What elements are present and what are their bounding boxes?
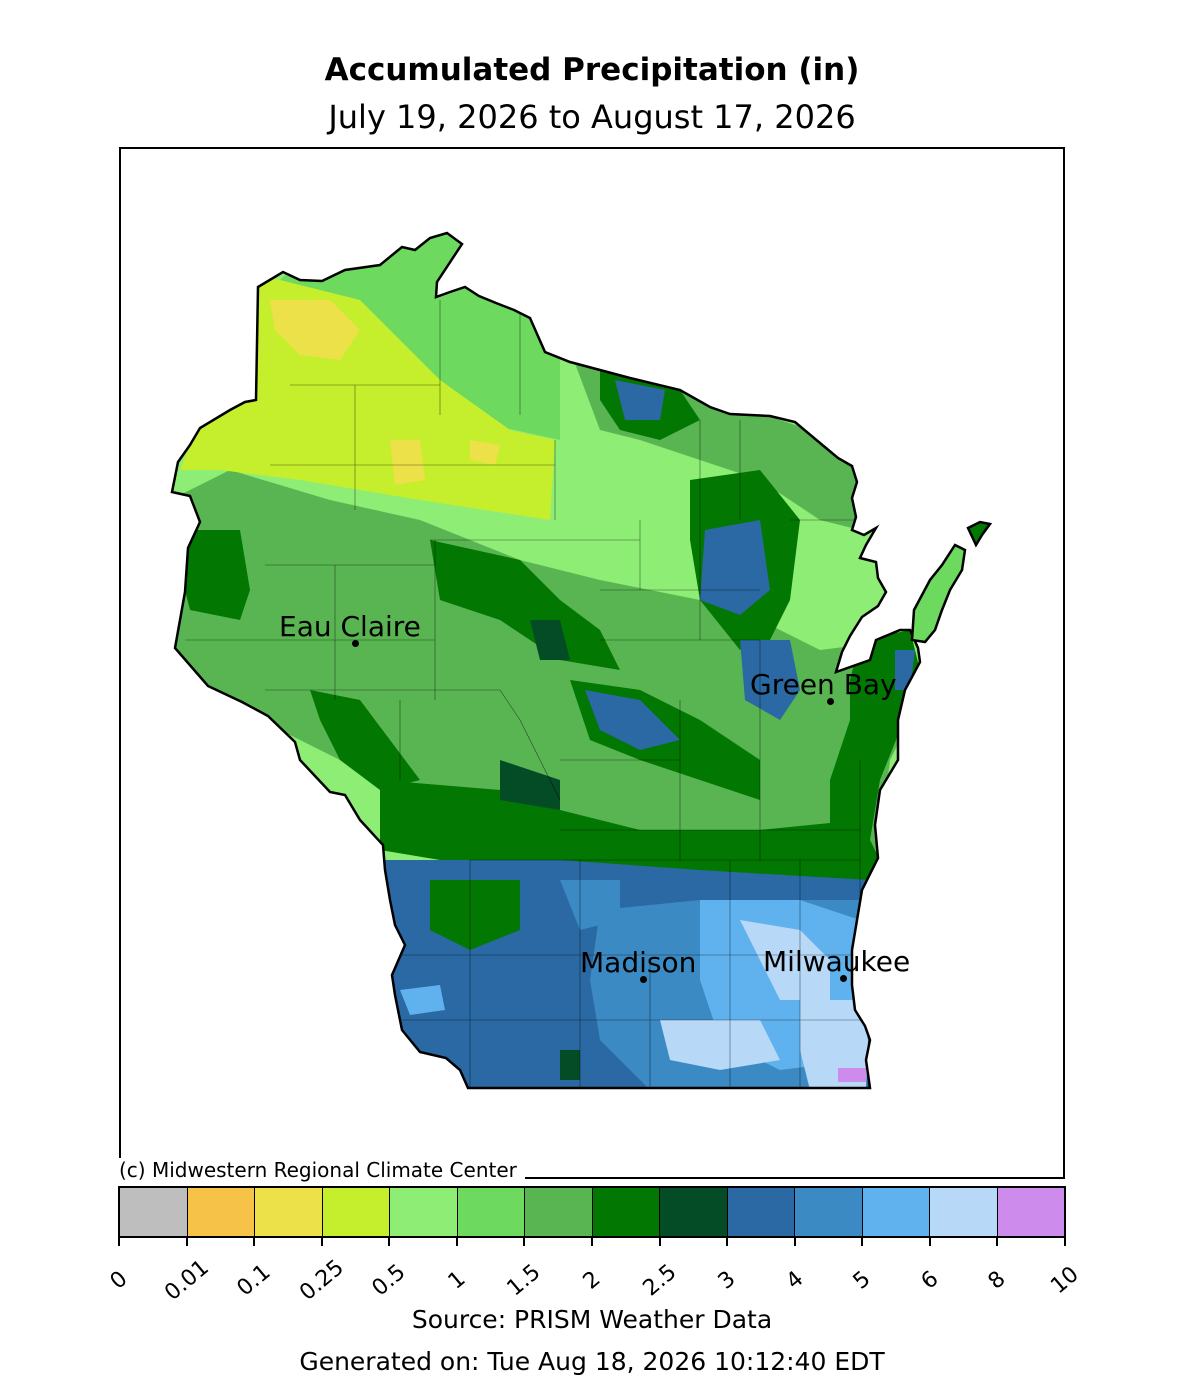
colorbar-tick — [591, 1238, 593, 1246]
wisconsin-outline — [170, 231, 922, 1090]
colorbar-segment — [525, 1188, 593, 1236]
colorbar-tick — [185, 1238, 188, 1246]
colorbar-tick — [658, 1238, 661, 1246]
city-label-eau-claire: Eau Claire — [279, 610, 421, 643]
city-label-madison: Madison — [580, 946, 697, 979]
colorbar-segment — [120, 1188, 188, 1236]
colorbar-segment — [322, 1188, 390, 1236]
colorbar-segment — [187, 1188, 255, 1236]
colorbar-tick — [118, 1238, 120, 1246]
county-boundaries — [185, 300, 861, 1088]
map-subtitle: July 19, 2026 to August 17, 2026 — [328, 98, 856, 136]
door-peninsula-outline — [910, 543, 967, 644]
city-label-milwaukee: Milwaukee — [763, 945, 911, 978]
colorbar-tick — [320, 1238, 323, 1246]
colorbar-segment — [862, 1188, 930, 1236]
generated-timestamp: Generated on: Tue Aug 18, 2026 10:12:40 … — [299, 1347, 885, 1376]
colorbar-tick — [455, 1238, 458, 1246]
washington-island-outline — [966, 520, 993, 548]
colorbar-segment — [795, 1188, 863, 1236]
green-bay-marker — [827, 698, 834, 705]
colorbar-tick — [861, 1238, 864, 1246]
colorbar-segment — [930, 1188, 998, 1236]
colorbar-tick — [726, 1238, 729, 1246]
colorbar-tick — [793, 1238, 796, 1246]
colorbar-segment — [255, 1188, 323, 1236]
eau-claire-marker — [352, 640, 359, 647]
colorbar-segment — [997, 1188, 1064, 1236]
milwaukee-marker — [840, 975, 847, 982]
precipitation-colorbar — [118, 1186, 1066, 1238]
colorbar-segment — [390, 1188, 458, 1236]
colorbar-tick — [388, 1238, 391, 1246]
credit-text: (c) Midwestern Regional Climate Center — [116, 1158, 525, 1182]
city-label-green-bay: Green Bay — [750, 668, 897, 701]
madison-marker — [640, 976, 647, 983]
colorbar-segment — [660, 1188, 728, 1236]
colorbar-tick — [253, 1238, 256, 1246]
map-title: Accumulated Precipitation (in) — [324, 52, 860, 88]
colorbar-tick — [523, 1238, 526, 1246]
colorbar-tick — [996, 1238, 999, 1246]
colorbar-segment — [727, 1188, 795, 1236]
colorbar-tick — [1064, 1238, 1066, 1246]
colorbar-tick — [928, 1238, 931, 1246]
colorbar-segment — [457, 1188, 525, 1236]
source-text: Source: PRISM Weather Data — [411, 1305, 773, 1334]
colorbar-segment — [592, 1188, 660, 1236]
